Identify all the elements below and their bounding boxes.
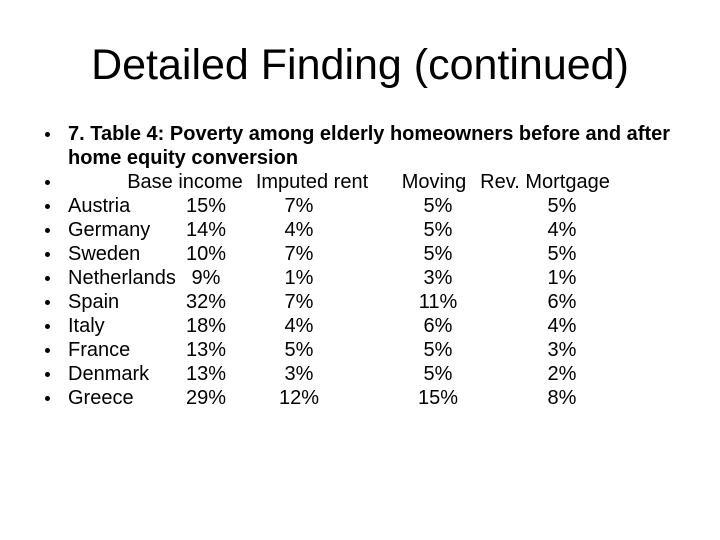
table-row: Italy 18% 4% 6% 4%: [0, 314, 720, 338]
value-imputed-rent: 3%: [284, 363, 314, 385]
value-moving: 5%: [423, 363, 453, 385]
value-base-income: 29%: [185, 387, 227, 409]
table-row: Netherlands 9% 1% 3% 1%: [0, 266, 720, 290]
country-label: Spain: [68, 291, 120, 313]
table-row: Sweden 10% 7% 5% 5%: [0, 242, 720, 266]
value-rev-mortgage: 4%: [547, 219, 577, 241]
bullet-icon: [45, 300, 50, 305]
value-base-income: 9%: [191, 267, 221, 289]
value-rev-mortgage: 3%: [547, 339, 577, 361]
bullet-icon: [45, 372, 50, 377]
table-row: Germany 14% 4% 5% 4%: [0, 218, 720, 242]
value-moving: 15%: [417, 387, 459, 409]
value-base-income: 15%: [185, 195, 227, 217]
table-header-row: Base income Imputed rent Moving Rev. Mor…: [0, 170, 720, 194]
table-row: France 13% 5% 5% 3%: [0, 338, 720, 362]
value-imputed-rent: 4%: [284, 219, 314, 241]
value-base-income: 13%: [185, 363, 227, 385]
value-rev-mortgage: 5%: [547, 195, 577, 217]
value-base-income: 32%: [185, 291, 227, 313]
value-base-income: 14%: [185, 219, 227, 241]
value-moving: 11%: [418, 291, 458, 313]
bullet-icon: [45, 228, 50, 233]
bullet-icon: [45, 132, 50, 137]
value-imputed-rent: 7%: [284, 291, 314, 313]
value-moving: 5%: [423, 219, 453, 241]
finding-text: 7. Table 4: Poverty among elderly homeow…: [68, 122, 670, 170]
value-rev-mortgage: 8%: [547, 387, 577, 409]
header-base-income: Base income: [127, 171, 243, 193]
country-label: Germany: [68, 219, 151, 241]
value-rev-mortgage: 5%: [547, 243, 577, 265]
bullet-icon: [45, 348, 50, 353]
finding-line2: home equity conversion: [68, 147, 299, 169]
bullet-icon: [45, 396, 50, 401]
bullet-icon: [45, 276, 50, 281]
country-label: Netherlands: [68, 267, 176, 289]
value-moving: 5%: [423, 243, 453, 265]
value-rev-mortgage: 4%: [547, 315, 577, 337]
country-label: Greece: [68, 387, 134, 409]
table-row: Austria 15% 7% 5% 5%: [0, 194, 720, 218]
header-rev-mortgage: Rev. Mortgage: [480, 171, 610, 193]
value-imputed-rent: 7%: [284, 243, 314, 265]
value-moving: 6%: [423, 315, 453, 337]
header-imputed-rent: Imputed rent: [255, 171, 369, 193]
value-imputed-rent: 12%: [278, 387, 320, 409]
value-base-income: 10%: [185, 243, 227, 265]
table-row: Greece 29% 12% 15% 8%: [0, 386, 720, 410]
value-imputed-rent: 4%: [284, 315, 314, 337]
value-moving: 5%: [423, 339, 453, 361]
value-base-income: 13%: [185, 339, 227, 361]
country-label: France: [68, 339, 131, 361]
value-rev-mortgage: 6%: [547, 291, 577, 313]
bullet-icon: [45, 252, 50, 257]
bullet-icon: [45, 324, 50, 329]
header-moving: Moving: [401, 171, 467, 193]
table-row: Spain 32% 7% 11% 6%: [0, 290, 720, 314]
value-imputed-rent: 1%: [284, 267, 314, 289]
country-label: Denmark: [68, 363, 150, 385]
table-row: Denmark 13% 3% 5% 2%: [0, 362, 720, 386]
finding-bullet-block: 7. Table 4: Poverty among elderly homeow…: [0, 122, 720, 170]
value-rev-mortgage: 1%: [547, 267, 577, 289]
value-imputed-rent: 5%: [284, 339, 314, 361]
country-label: Sweden: [68, 243, 141, 265]
bullet-icon: [45, 204, 50, 209]
value-base-income: 18%: [185, 315, 227, 337]
country-label: Italy: [68, 315, 105, 337]
finding-line1: 7. Table 4: Poverty among elderly homeow…: [68, 123, 671, 145]
slide-title: Detailed Finding (continued): [91, 41, 629, 89]
value-moving: 3%: [423, 267, 453, 289]
value-moving: 5%: [423, 195, 453, 217]
country-label: Austria: [68, 195, 131, 217]
bullet-icon: [45, 180, 50, 185]
value-imputed-rent: 7%: [284, 195, 314, 217]
value-rev-mortgage: 2%: [547, 363, 577, 385]
